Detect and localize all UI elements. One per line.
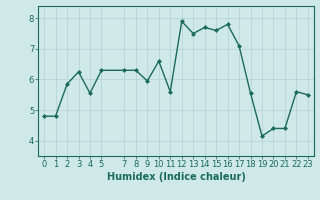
X-axis label: Humidex (Indice chaleur): Humidex (Indice chaleur)	[107, 172, 245, 182]
